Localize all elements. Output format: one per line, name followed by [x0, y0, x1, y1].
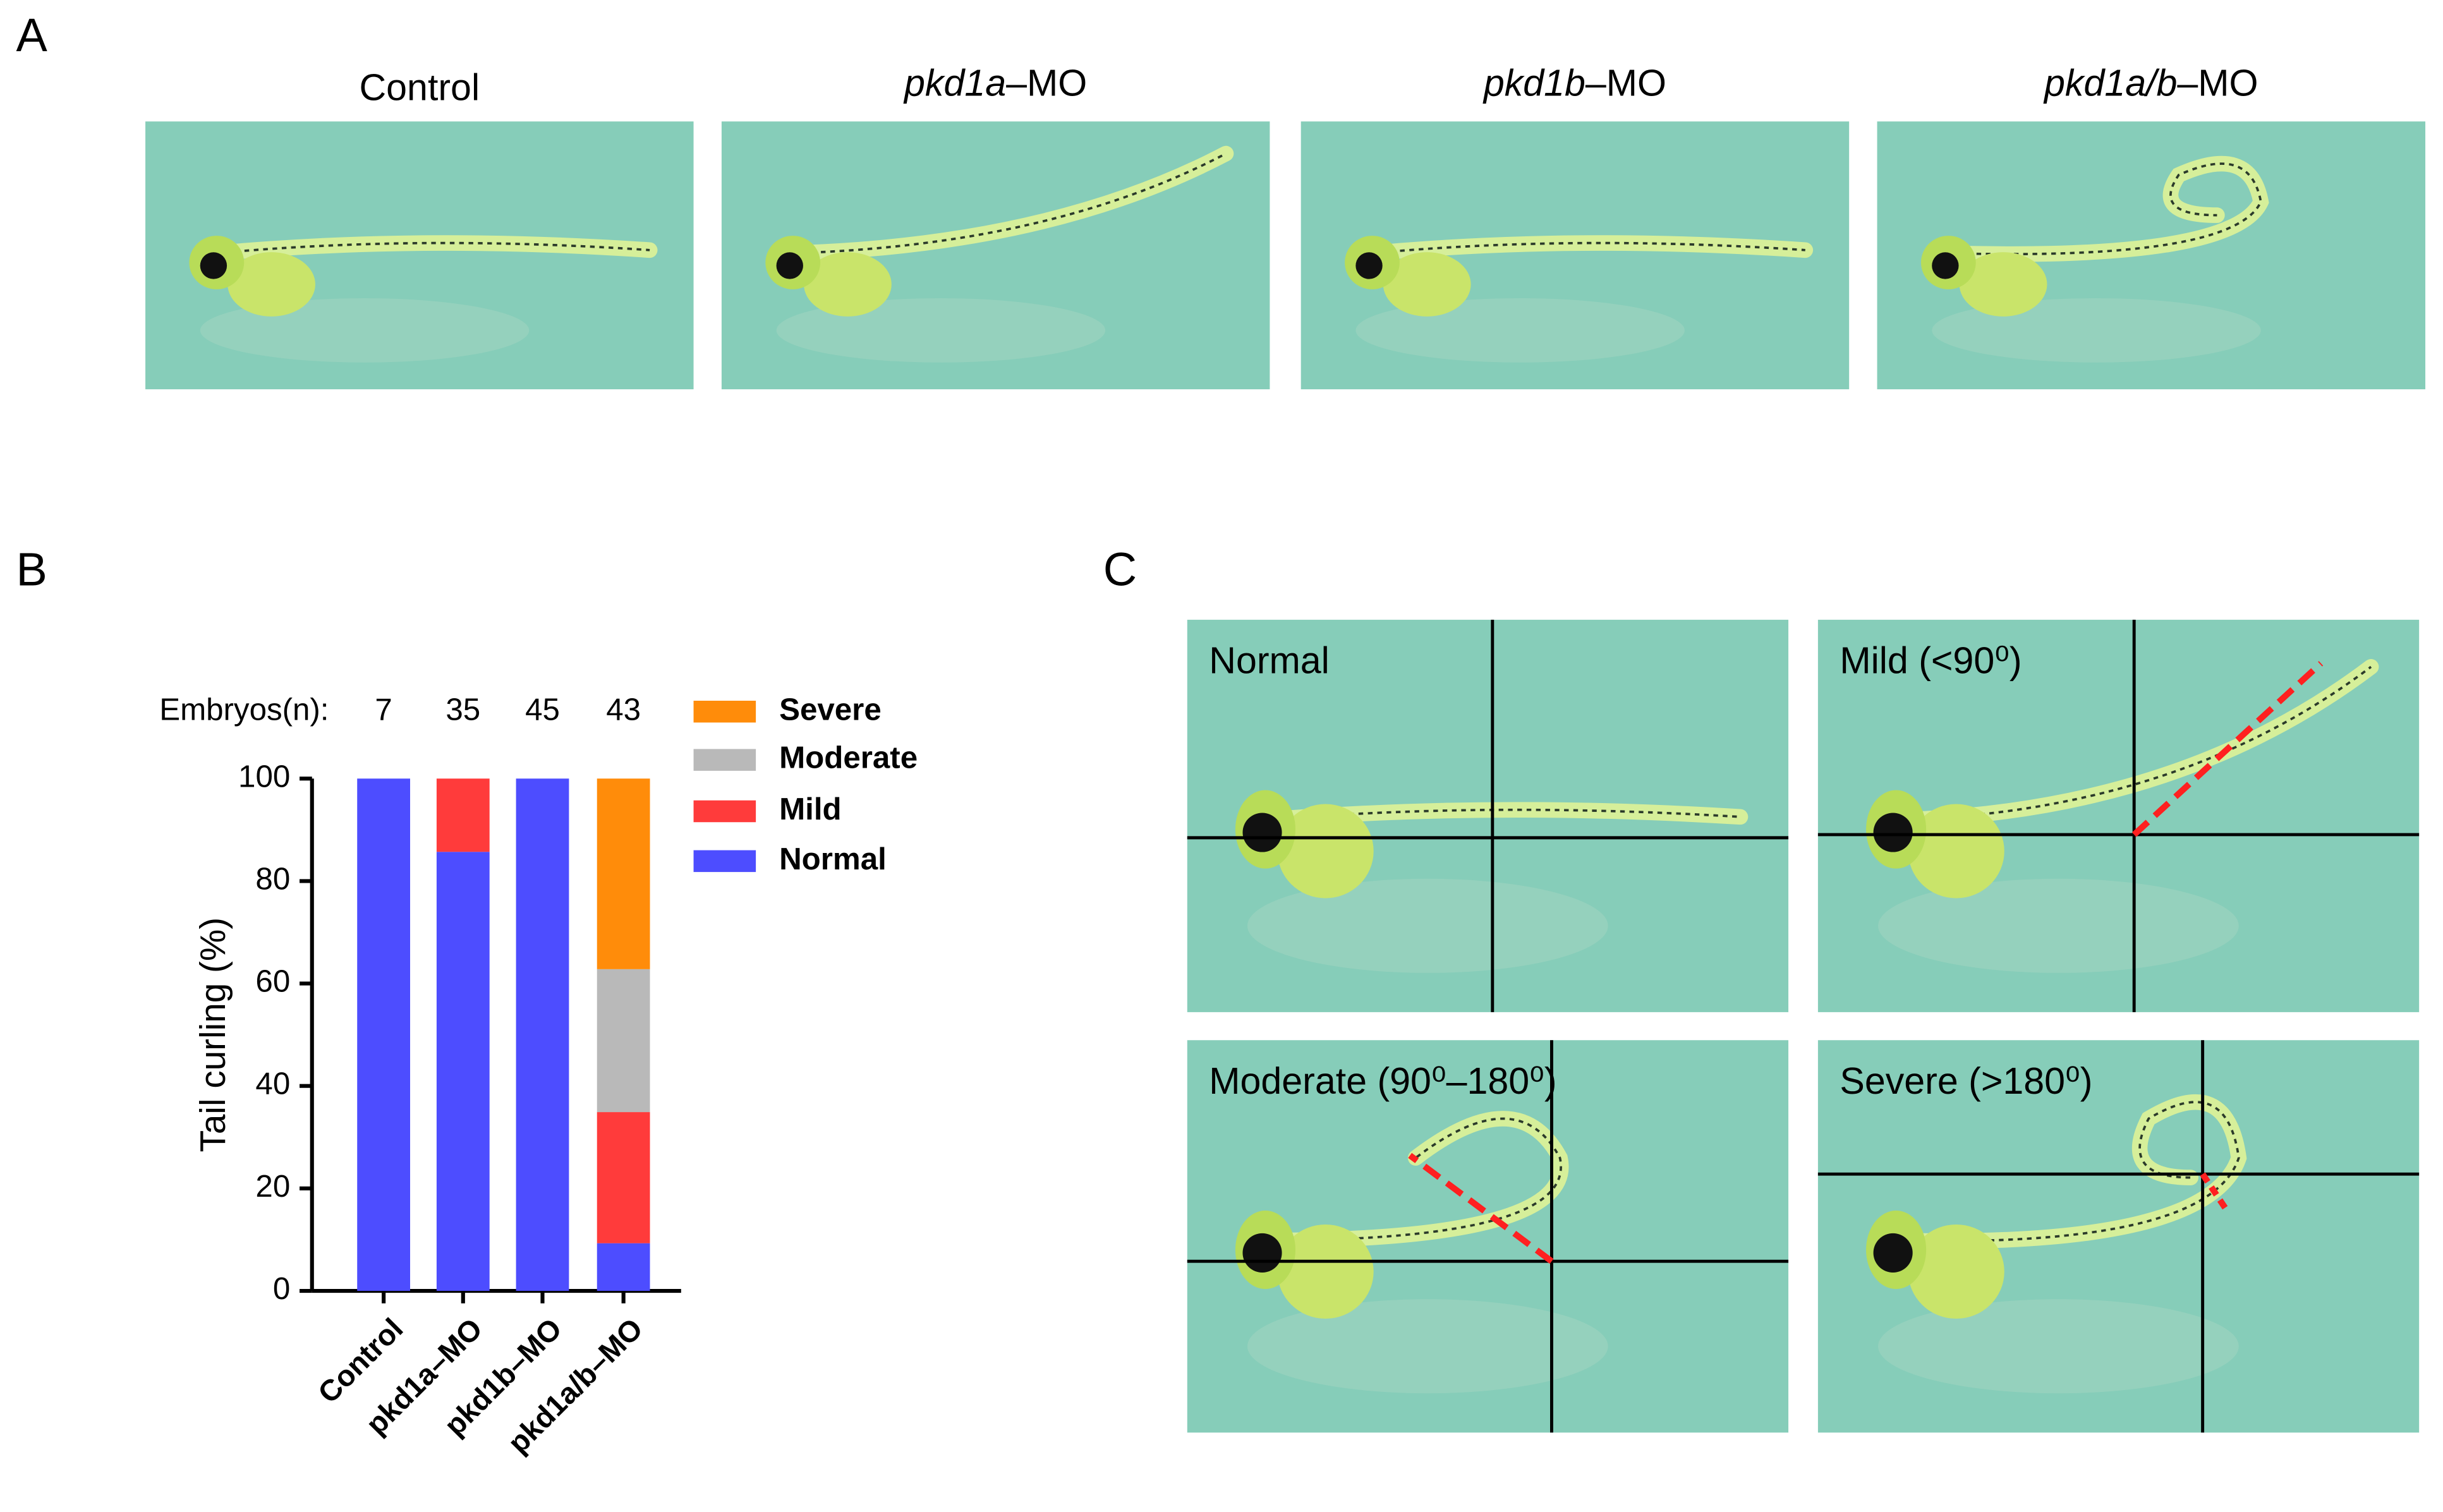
legend-label: Severe	[779, 692, 882, 727]
panel-label: B	[16, 543, 47, 595]
image-label: Normal	[1209, 639, 1330, 681]
angle-line	[1408, 1152, 1554, 1264]
fish-eye	[1873, 1233, 1913, 1273]
image-title: pkd1a–MO	[903, 61, 1087, 104]
y-tick-label: 80	[255, 861, 290, 896]
title-suffix: –MO	[1585, 61, 1666, 104]
embryo-count: 45	[525, 692, 560, 727]
fish-yolk	[1383, 252, 1471, 317]
fish-tail-line	[1372, 241, 1805, 255]
image-title: pkd1b–MO	[1482, 61, 1666, 104]
fish-eye	[200, 252, 227, 279]
fish-eye	[1242, 1233, 1282, 1273]
y-tick-label: 40	[255, 1067, 290, 1101]
fish-yolk	[804, 252, 892, 317]
title-suffix: –MO	[2177, 61, 2258, 104]
fish-tail	[785, 145, 1234, 262]
bar-segment	[516, 778, 569, 1291]
photo-shadow	[1878, 1299, 2239, 1394]
photo-shadow	[1247, 878, 1608, 973]
photo-shadow	[1247, 1299, 1608, 1394]
panel-label: A	[16, 9, 48, 61]
legend-swatch	[693, 701, 756, 723]
angle-line	[2200, 1172, 2231, 1214]
image-label: Moderate (90⁰–180⁰)	[1209, 1060, 1556, 1102]
bar-segment	[597, 969, 650, 1113]
fish-yolk	[1959, 252, 2047, 317]
fish-yolk	[1277, 1224, 1374, 1319]
fish-yolk	[1908, 804, 2004, 898]
fish-tail-line	[1948, 162, 2262, 255]
fish-eye	[776, 252, 803, 279]
image-label: Mild (<90⁰)	[1840, 639, 2022, 681]
photo-shadow	[1878, 878, 2239, 973]
image-title: pkd1a/b–MO	[2043, 61, 2258, 104]
gene-name: pkd1a/b	[2043, 61, 2177, 104]
y-axis-label: Tail curling (%)	[193, 917, 233, 1152]
legend-label: Mild	[779, 792, 842, 826]
y-tick-label: 100	[238, 759, 290, 794]
gene-name: pkd1a	[903, 61, 1006, 104]
title-suffix: –MO	[1006, 61, 1087, 104]
fish-yolk	[227, 252, 315, 317]
embryo-count: 43	[606, 692, 641, 727]
legend-swatch	[693, 800, 756, 823]
y-tick-label: 60	[255, 964, 290, 999]
legend-swatch	[693, 749, 756, 771]
bar-segment	[436, 778, 490, 852]
fish-tail-line	[1896, 665, 2372, 821]
legend-label: Moderate	[779, 741, 918, 775]
angle-line	[2131, 661, 2324, 837]
fish-yolk	[1277, 804, 1374, 898]
fish-yolk	[1908, 1224, 2004, 1319]
legend-label: Normal	[779, 842, 887, 876]
image-title: Control	[359, 66, 480, 109]
fish-eye	[1242, 813, 1282, 852]
bar-segment	[597, 1243, 650, 1291]
y-tick-label: 20	[255, 1169, 290, 1204]
annotation: Embryos(n):	[159, 692, 329, 727]
embryo-count: 7	[375, 692, 392, 727]
legend-swatch	[693, 850, 756, 873]
fish-tail-line	[1896, 1101, 2240, 1243]
embryo-count: 35	[446, 692, 480, 727]
panel-label: C	[1103, 543, 1137, 595]
fish-eye	[1355, 252, 1383, 279]
bar-segment	[597, 778, 650, 969]
bar-segment	[436, 852, 490, 1291]
fish-eye	[1873, 813, 1913, 852]
bar-segment	[597, 1112, 650, 1243]
fish-tail-line	[1265, 808, 1741, 821]
fish-eye	[1932, 252, 1959, 279]
bar-segment	[357, 778, 411, 1291]
gene-name: pkd1b	[1482, 61, 1585, 104]
image-label: Severe (>180⁰)	[1840, 1060, 2092, 1102]
y-tick-label: 0	[273, 1271, 290, 1306]
fish-tail-line	[216, 241, 650, 255]
fish-tail-line	[1265, 1117, 1562, 1242]
